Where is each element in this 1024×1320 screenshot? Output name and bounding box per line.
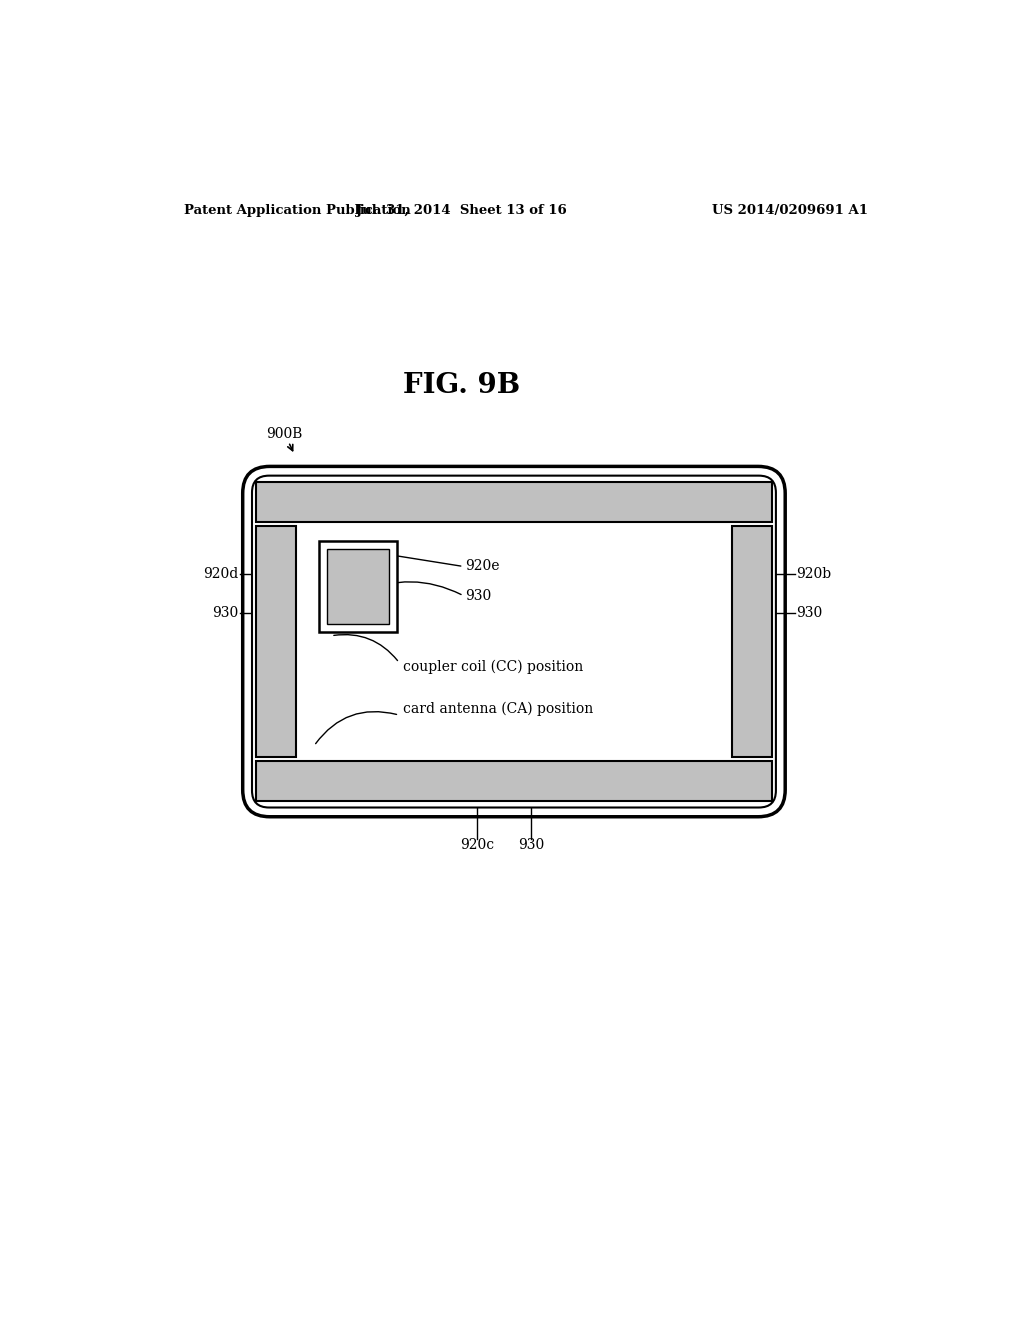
Text: card body: card body — [295, 502, 366, 516]
Text: 920b: 920b — [796, 568, 831, 581]
Text: 920a: 920a — [458, 507, 493, 521]
Text: 930: 930 — [213, 606, 239, 619]
Text: 930: 930 — [465, 589, 492, 603]
Bar — [319, 541, 397, 632]
Text: card antenna (CA) position: card antenna (CA) position — [403, 702, 593, 717]
FancyBboxPatch shape — [243, 466, 785, 817]
Text: 920c: 920c — [460, 838, 494, 853]
Text: 900B: 900B — [266, 428, 302, 441]
Text: Patent Application Publication: Patent Application Publication — [183, 205, 411, 218]
Text: 930: 930 — [529, 507, 556, 521]
Text: FIG. 9B: FIG. 9B — [402, 372, 520, 399]
Text: 920d: 920d — [204, 568, 239, 581]
Bar — [256, 762, 772, 801]
Text: 920e: 920e — [465, 560, 500, 573]
Bar — [732, 525, 772, 758]
FancyBboxPatch shape — [252, 475, 776, 808]
Text: 930: 930 — [796, 606, 822, 619]
Text: Jul. 31, 2014  Sheet 13 of 16: Jul. 31, 2014 Sheet 13 of 16 — [356, 205, 566, 218]
Text: US 2014/0209691 A1: US 2014/0209691 A1 — [712, 205, 868, 218]
Bar — [328, 549, 389, 624]
Text: coupler coil (CC) position: coupler coil (CC) position — [403, 660, 584, 673]
Text: 930: 930 — [518, 838, 544, 853]
Bar — [256, 525, 296, 758]
Bar — [256, 482, 772, 521]
